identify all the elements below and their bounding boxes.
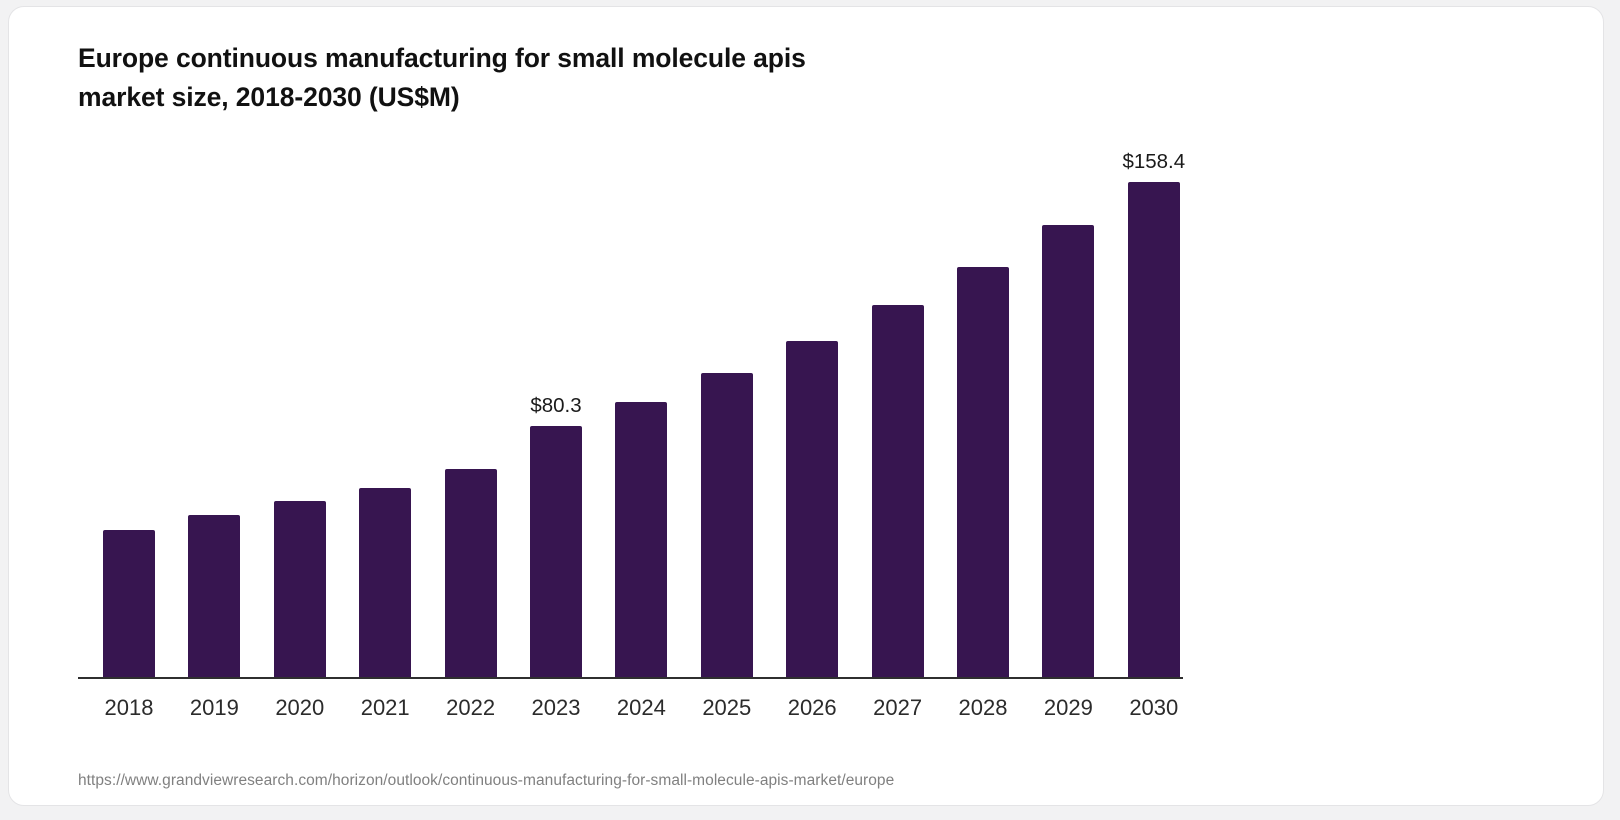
bar-rect-2026[interactable] bbox=[786, 340, 839, 677]
bar-2027[interactable] bbox=[871, 304, 924, 677]
x-tick-2024: 2024 bbox=[616, 695, 666, 720]
x-tick-2020: 2020 bbox=[275, 695, 325, 720]
x-tick-2028: 2028 bbox=[958, 695, 1008, 720]
bar-2024[interactable] bbox=[615, 401, 668, 677]
bar-2030[interactable]: $158.4 bbox=[1122, 150, 1185, 677]
chart-plot-area: $80.3 $158.4 bbox=[78, 127, 1258, 687]
x-tick-2030: 2030 bbox=[1129, 695, 1179, 720]
bar-2026[interactable] bbox=[786, 340, 839, 677]
chart-card: Europe continuous manufacturing for smal… bbox=[8, 6, 1604, 806]
bar-rect-2018[interactable] bbox=[103, 529, 155, 677]
bar-rect-2022[interactable] bbox=[444, 469, 497, 677]
x-tick-2025: 2025 bbox=[702, 695, 752, 720]
bar-2029[interactable] bbox=[1042, 225, 1095, 677]
x-tick-2021: 2021 bbox=[360, 695, 410, 720]
bar-rect-2029[interactable] bbox=[1042, 225, 1095, 677]
bar-rect-2025[interactable] bbox=[700, 372, 753, 677]
x-tick-2027: 2027 bbox=[873, 695, 923, 720]
x-tick-2022: 2022 bbox=[446, 695, 496, 720]
bar-rect-2019[interactable] bbox=[188, 514, 241, 677]
bar-value-label-2023: $80.3 bbox=[530, 394, 582, 418]
bar-2025[interactable] bbox=[700, 372, 753, 677]
x-axis-line bbox=[78, 677, 1183, 679]
bar-2028[interactable] bbox=[957, 267, 1009, 677]
x-tick-2018: 2018 bbox=[104, 695, 154, 720]
bar-rect-2021[interactable] bbox=[359, 487, 412, 677]
bar-2023[interactable]: $80.3 bbox=[530, 394, 582, 677]
bar-2018[interactable] bbox=[103, 529, 155, 677]
bar-series: $80.3 $158.4 bbox=[78, 127, 1258, 687]
bar-rect-2024[interactable] bbox=[615, 401, 668, 677]
source-url[interactable]: https://www.grandviewresearch.com/horizo… bbox=[78, 772, 895, 789]
bar-2022[interactable] bbox=[444, 469, 497, 677]
bar-2021[interactable] bbox=[359, 487, 412, 677]
bar-rect-2030[interactable] bbox=[1127, 182, 1180, 677]
page-title: Europe continuous manufacturing for smal… bbox=[78, 43, 806, 113]
x-tick-2029: 2029 bbox=[1043, 695, 1093, 720]
x-tick-2019: 2019 bbox=[189, 695, 239, 720]
x-axis-tick-labels: 2018 2019 2020 2021 2022 2023 2024 2025 2026 2027… bbox=[78, 695, 1258, 729]
bar-rect-2027[interactable] bbox=[871, 304, 924, 677]
bar-rect-2028[interactable] bbox=[957, 267, 1009, 677]
bar-2020[interactable] bbox=[273, 500, 326, 677]
bar-rect-2020[interactable] bbox=[273, 500, 326, 677]
bar-rect-2023[interactable] bbox=[530, 426, 582, 677]
x-tick-2023: 2023 bbox=[531, 695, 581, 720]
bar-2019[interactable] bbox=[188, 514, 241, 677]
x-tick-2026: 2026 bbox=[787, 695, 837, 720]
bar-value-label-2030: $158.4 bbox=[1122, 150, 1186, 173]
